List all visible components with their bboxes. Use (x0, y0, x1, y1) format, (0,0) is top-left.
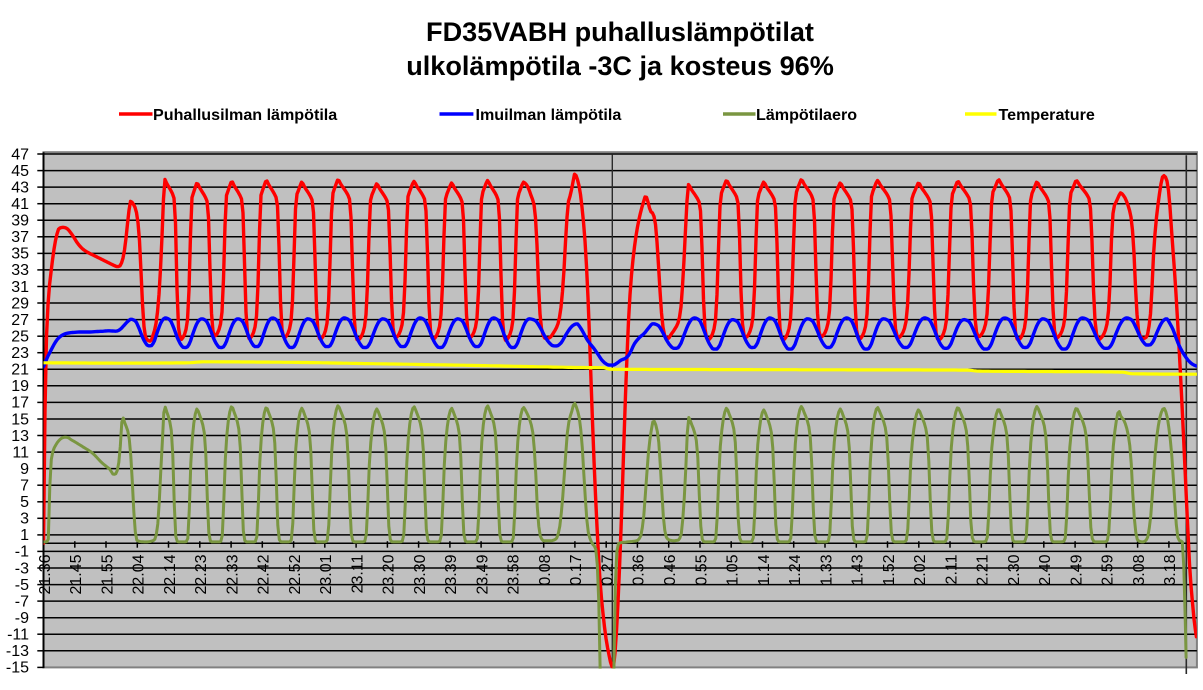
svg-text:1.14: 1.14 (756, 554, 773, 585)
svg-text:-3: -3 (15, 560, 29, 577)
svg-text:ulkolämpötila -3C ja kosteus 9: ulkolämpötila -3C ja kosteus 96% (406, 50, 834, 81)
svg-text:25: 25 (11, 329, 29, 346)
svg-text:21.55: 21.55 (99, 554, 116, 594)
svg-text:0.27: 0.27 (600, 554, 617, 585)
svg-text:1.33: 1.33 (818, 554, 835, 585)
svg-text:21: 21 (11, 362, 29, 379)
svg-text:39: 39 (11, 213, 29, 230)
svg-text:23.11: 23.11 (349, 554, 366, 593)
svg-text:2.30: 2.30 (1006, 554, 1023, 585)
svg-text:22.14: 22.14 (162, 554, 179, 594)
svg-text:2.40: 2.40 (1037, 554, 1054, 585)
svg-text:13: 13 (11, 428, 29, 445)
svg-text:0.55: 0.55 (693, 554, 710, 585)
svg-text:0.08: 0.08 (537, 554, 554, 585)
svg-text:33: 33 (11, 262, 29, 279)
svg-text:7: 7 (20, 478, 29, 495)
svg-text:23.39: 23.39 (443, 554, 460, 594)
svg-text:3: 3 (20, 511, 29, 528)
svg-text:Lämpötilaero: Lämpötilaero (756, 106, 857, 124)
svg-text:1.43: 1.43 (850, 554, 867, 585)
svg-text:Temperature: Temperature (999, 106, 1095, 124)
svg-text:2.11: 2.11 (943, 554, 960, 584)
svg-text:22.42: 22.42 (256, 554, 273, 594)
svg-text:9: 9 (20, 461, 29, 478)
svg-text:22.23: 22.23 (193, 554, 210, 594)
svg-text:23.01: 23.01 (318, 554, 335, 594)
svg-text:3.08: 3.08 (1131, 554, 1148, 585)
svg-text:21.45: 21.45 (68, 554, 85, 594)
svg-text:23: 23 (11, 345, 29, 362)
svg-text:2.21: 2.21 (975, 554, 992, 585)
svg-text:-13: -13 (6, 643, 29, 660)
svg-text:1.24: 1.24 (787, 554, 804, 585)
svg-text:31: 31 (11, 279, 29, 296)
svg-text:3.18: 3.18 (1162, 554, 1179, 585)
svg-text:23.20: 23.20 (381, 554, 398, 594)
svg-text:Imuilman lämpötila: Imuilman lämpötila (476, 106, 623, 124)
svg-text:35: 35 (11, 246, 29, 263)
svg-text:22.33: 22.33 (224, 554, 241, 594)
svg-text:1: 1 (20, 527, 29, 544)
svg-text:-9: -9 (15, 610, 29, 627)
svg-text:29: 29 (11, 295, 29, 312)
svg-text:2.02: 2.02 (912, 554, 929, 585)
svg-text:11: 11 (12, 444, 29, 461)
svg-text:FD35VABH puhalluslämpötilat: FD35VABH puhalluslämpötilat (426, 16, 814, 47)
svg-text:0.36: 0.36 (631, 554, 648, 585)
svg-text:19: 19 (11, 378, 29, 395)
svg-text:37: 37 (11, 229, 29, 246)
svg-text:45: 45 (11, 163, 29, 180)
svg-text:5: 5 (20, 494, 29, 511)
svg-text:41: 41 (11, 196, 29, 213)
svg-text:2.59: 2.59 (1100, 554, 1117, 585)
svg-text:0.17: 0.17 (568, 554, 585, 585)
svg-text:-5: -5 (15, 577, 29, 594)
svg-text:-7: -7 (15, 593, 29, 610)
svg-text:22.04: 22.04 (131, 554, 148, 594)
svg-text:22.52: 22.52 (287, 554, 304, 594)
svg-text:23.58: 23.58 (506, 554, 523, 594)
svg-text:43: 43 (11, 179, 29, 196)
svg-text:-1: -1 (15, 544, 29, 561)
svg-text:0.46: 0.46 (662, 554, 679, 585)
svg-text:2.49: 2.49 (1068, 554, 1085, 585)
svg-text:15: 15 (11, 411, 29, 428)
svg-text:21.36: 21.36 (37, 554, 54, 594)
svg-text:47: 47 (11, 146, 29, 163)
svg-text:23.30: 23.30 (412, 554, 429, 594)
svg-text:1.52: 1.52 (881, 554, 898, 585)
svg-text:1.05: 1.05 (725, 554, 742, 585)
svg-text:Puhallusilman lämpötila: Puhallusilman lämpötila (153, 106, 338, 124)
svg-text:23.49: 23.49 (474, 554, 491, 594)
svg-text:-11: -11 (7, 627, 29, 644)
svg-text:-15: -15 (6, 660, 29, 677)
svg-text:17: 17 (11, 395, 29, 412)
svg-text:27: 27 (11, 312, 29, 329)
